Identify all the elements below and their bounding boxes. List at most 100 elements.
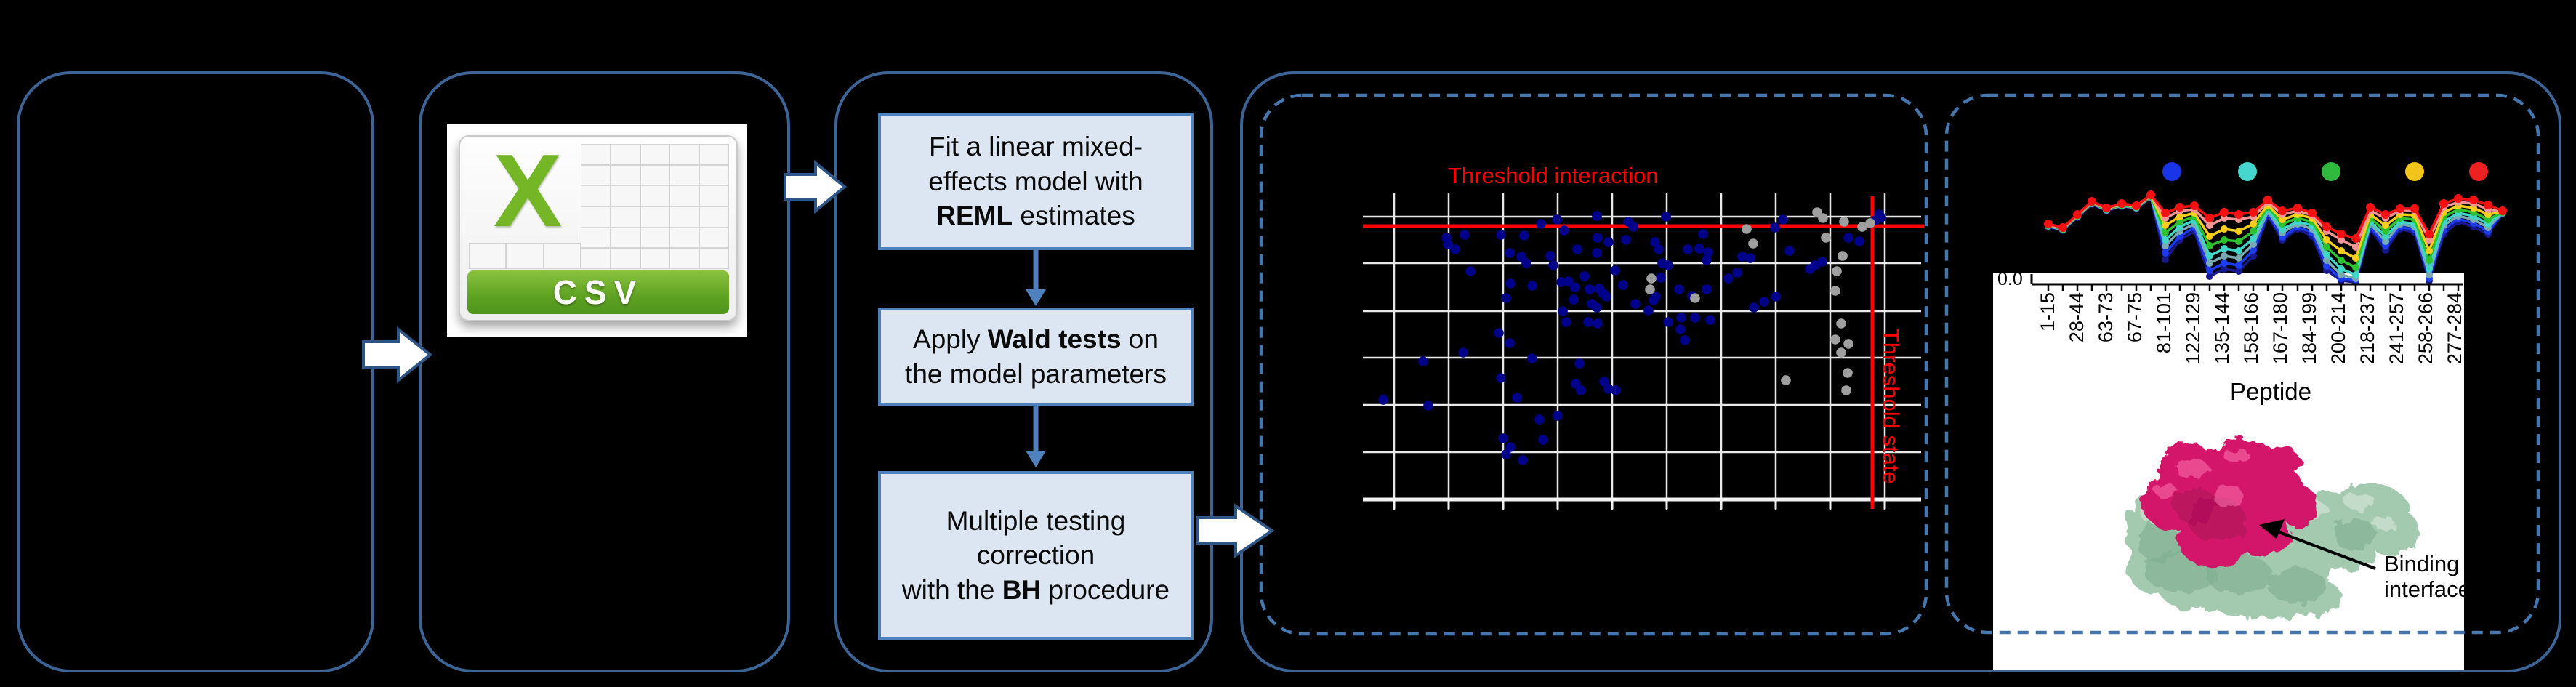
- scatter-point-blue: [1663, 317, 1673, 327]
- series-marker-cyan: [2426, 265, 2433, 273]
- protein-highlight-magenta: [2176, 459, 2210, 481]
- series-marker-cyan: [2338, 265, 2345, 273]
- scatter-point-blue: [1643, 305, 1654, 316]
- panel-scatter-dashed: [1259, 93, 1928, 636]
- series-marker-blue: [2206, 267, 2213, 274]
- interaction-scatter-plot: Threshold interaction Threshold state: [1352, 160, 1941, 523]
- panel-empty: [17, 71, 374, 672]
- legend-dot-blue: [2162, 162, 2181, 181]
- scatter-point-blue: [1663, 260, 1673, 270]
- scatter-point-blue: [1737, 252, 1747, 262]
- panel-csv: [419, 71, 790, 672]
- protein-highlight-magenta: [2224, 449, 2250, 465]
- series-marker-red: [2058, 223, 2067, 232]
- flow-step-fit-lmm: Fit a linear mixed-effects model with REM…: [878, 113, 1194, 250]
- series-marker-red: [2469, 196, 2478, 204]
- series-marker-red: [2410, 204, 2419, 213]
- protein-blob-magenta: [2268, 447, 2300, 473]
- scatter-point-blue: [1676, 313, 1686, 323]
- panel-flowchart: [834, 71, 1213, 672]
- scatter-point-blue: [1460, 230, 1470, 240]
- series-marker-yellow: [2250, 220, 2257, 228]
- scatter-point-blue: [1745, 253, 1755, 263]
- series-marker-yellow: [2484, 211, 2492, 218]
- scatter-point-blue: [1592, 211, 1602, 221]
- series-marker-cyan: [2352, 271, 2359, 278]
- scatter-point-blue: [1574, 358, 1585, 369]
- series-marker-red: [2234, 210, 2243, 219]
- protein-highlight-magenta: [2212, 485, 2245, 507]
- legend-dot-cyan: [2238, 162, 2257, 181]
- scatter-title: Threshold interaction: [1448, 163, 1659, 188]
- scatter-point-blue: [1512, 393, 1522, 403]
- series-marker-navy: [2221, 265, 2228, 273]
- scatter-point-blue: [1732, 268, 1742, 278]
- scatter-point-blue: [1423, 401, 1433, 411]
- scatter-point-blue: [1654, 244, 1664, 254]
- scatter-point-blue: [1805, 264, 1815, 274]
- series-marker-blue: [2250, 246, 2257, 254]
- scatter-point-blue: [1628, 222, 1638, 232]
- series-marker-cyan: [2279, 225, 2286, 233]
- scatter-point-blue: [1656, 273, 1666, 283]
- series-marker-red: [2425, 230, 2434, 238]
- scatter-point-blue: [1759, 297, 1769, 307]
- csv-file-image: X CSV: [447, 124, 747, 337]
- scatter-point-gray: [1690, 293, 1700, 303]
- scatter-point-blue: [1618, 280, 1628, 290]
- scatter-point-blue: [1703, 247, 1713, 257]
- scatter-point-blue: [1561, 317, 1571, 327]
- scatter-point-blue: [1576, 385, 1586, 395]
- series-marker-green: [2221, 236, 2228, 244]
- series-marker-red: [2351, 234, 2360, 243]
- series-marker-green: [2382, 228, 2389, 235]
- scatter-point-blue: [1505, 338, 1515, 348]
- scatter-point-blue: [1583, 317, 1593, 327]
- series-marker-blue: [2235, 262, 2242, 269]
- series-marker-red: [2439, 199, 2448, 208]
- scatter-point-gray: [1645, 284, 1655, 294]
- scatter-point-blue: [1501, 449, 1511, 459]
- series-marker-yellow: [2279, 216, 2286, 223]
- series-marker-cyan: [2382, 233, 2389, 240]
- series-marker-cadet: [2426, 271, 2433, 278]
- scatter-point-blue: [1458, 347, 1468, 358]
- scatter-point-blue: [1817, 257, 1827, 267]
- scatter-point-blue: [1778, 214, 1788, 225]
- scatter-point-blue: [1505, 278, 1516, 289]
- scatter-point-blue: [1694, 244, 1704, 254]
- legend-dot-green: [2322, 162, 2340, 181]
- csv-card: X CSV: [459, 135, 738, 321]
- series-marker-green: [2338, 257, 2345, 264]
- scatter-point-gray: [1830, 334, 1840, 345]
- series-marker-navy: [2250, 252, 2257, 260]
- protein-highlight-magenta: [2154, 483, 2177, 499]
- scatter-point-blue: [1680, 335, 1690, 345]
- series-marker-salmon: [2206, 222, 2213, 229]
- scatter-point-blue: [1527, 281, 1537, 291]
- series-marker-green: [2206, 242, 2213, 249]
- scatter-point-blue: [1599, 377, 1609, 387]
- protein-shade-green: [2333, 518, 2377, 550]
- protein-highlight: [2343, 493, 2376, 510]
- scatter-point-blue: [1378, 395, 1388, 405]
- scatter-point-blue: [1770, 222, 1780, 233]
- series-marker-salmon: [2352, 244, 2359, 251]
- series-marker-red: [2337, 230, 2346, 238]
- scatter-point-blue: [1702, 255, 1712, 265]
- series-marker-red: [2102, 204, 2111, 212]
- scatter-point-blue: [1538, 435, 1548, 445]
- scatter-canvas: [1363, 193, 1924, 510]
- series-marker-cadet: [2206, 260, 2213, 267]
- series-marker-red: [2190, 201, 2199, 210]
- series-marker-blue: [2323, 262, 2330, 270]
- scatter-point-gray: [1818, 213, 1828, 223]
- scatter-point-blue: [1630, 299, 1641, 309]
- series-marker-red: [2073, 210, 2082, 219]
- scatter-point-gray: [1781, 375, 1791, 385]
- scatter-point-blue: [1501, 293, 1511, 303]
- scatter-point-blue: [1505, 442, 1516, 452]
- spreadsheet-grid-icon: [581, 144, 729, 269]
- panel-results-outer: [1240, 71, 2561, 672]
